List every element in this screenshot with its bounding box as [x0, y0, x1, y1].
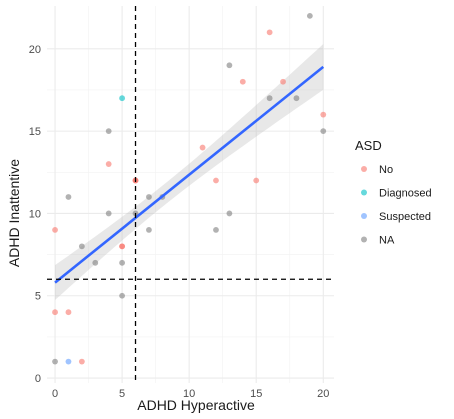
data-point-no: [52, 309, 58, 316]
data-point-na: [226, 210, 233, 217]
legend-key-na: [361, 236, 367, 243]
legend-title: ASD: [355, 138, 382, 153]
confidence-band: [55, 44, 324, 300]
legend-label-diagnosed: Diagnosed: [379, 188, 432, 200]
data-point-na: [266, 95, 273, 102]
legend-label-na: NA: [379, 235, 395, 247]
data-point-no: [320, 111, 327, 118]
points-layer: [52, 12, 327, 365]
data-point-no: [266, 29, 273, 36]
y-tick-label: 10: [29, 208, 41, 220]
legend-items: No Diagnosed Suspected NA: [361, 164, 432, 247]
legend-key-suspected: [361, 213, 367, 219]
legend: ASD No Diagnosed Suspected NA: [355, 138, 432, 247]
data-point-na: [92, 259, 99, 266]
y-tick-label: 5: [35, 291, 41, 303]
y-axis-title: ADHD Inattentive: [6, 159, 22, 267]
x-tick-label: 0: [52, 388, 58, 400]
data-point-na: [320, 128, 327, 135]
y-tick-label: 20: [29, 44, 41, 56]
reference-lines-layer: [47, 6, 334, 383]
regression-line: [54, 65, 325, 284]
legend-label-no: No: [379, 164, 393, 176]
x-tick-label: 5: [119, 388, 125, 400]
data-point-na: [146, 226, 152, 233]
data-point-na: [146, 194, 152, 200]
data-point-no: [253, 177, 260, 184]
data-point-no: [105, 161, 112, 167]
x-tick-label: 10: [183, 388, 195, 400]
data-point-na: [119, 292, 126, 299]
x-tick-label: 15: [250, 388, 262, 400]
legend-key-diagnosed: [361, 189, 367, 196]
legend-key-no: [361, 166, 367, 172]
data-point-no: [199, 144, 206, 151]
data-point-no: [52, 226, 58, 233]
data-point-na: [213, 226, 219, 233]
tick-labels-layer: 0 5 10 15 20 0 5 10 15 20: [29, 44, 330, 400]
data-point-na: [306, 12, 313, 19]
data-point-no: [213, 177, 219, 184]
data-point-na: [105, 128, 112, 135]
y-tick-label: 0: [35, 373, 41, 385]
data-point-na: [65, 194, 72, 200]
data-point-na: [105, 210, 112, 217]
y-tick-label: 15: [29, 126, 41, 138]
data-point-na: [78, 243, 85, 250]
data-point-no: [239, 78, 246, 85]
x-tick-label: 20: [317, 388, 329, 400]
regression-line-layer: [54, 65, 325, 284]
data-point-na: [119, 259, 126, 266]
legend-label-suspected: Suspected: [379, 211, 431, 223]
data-point-na: [52, 358, 58, 365]
data-point-na: [226, 62, 233, 69]
x-axis-title: ADHD Hyperactive: [137, 397, 255, 413]
data-point-no: [78, 358, 85, 365]
data-point-no: [280, 78, 286, 85]
data-point-na: [293, 95, 300, 102]
confidence-band-layer: [55, 44, 324, 300]
data-point-no: [65, 309, 72, 316]
data-point-no: [119, 243, 126, 250]
data-point-diagnosed: [119, 95, 126, 102]
grid-layer: [47, 6, 334, 383]
data-point-suspected: [65, 358, 72, 365]
